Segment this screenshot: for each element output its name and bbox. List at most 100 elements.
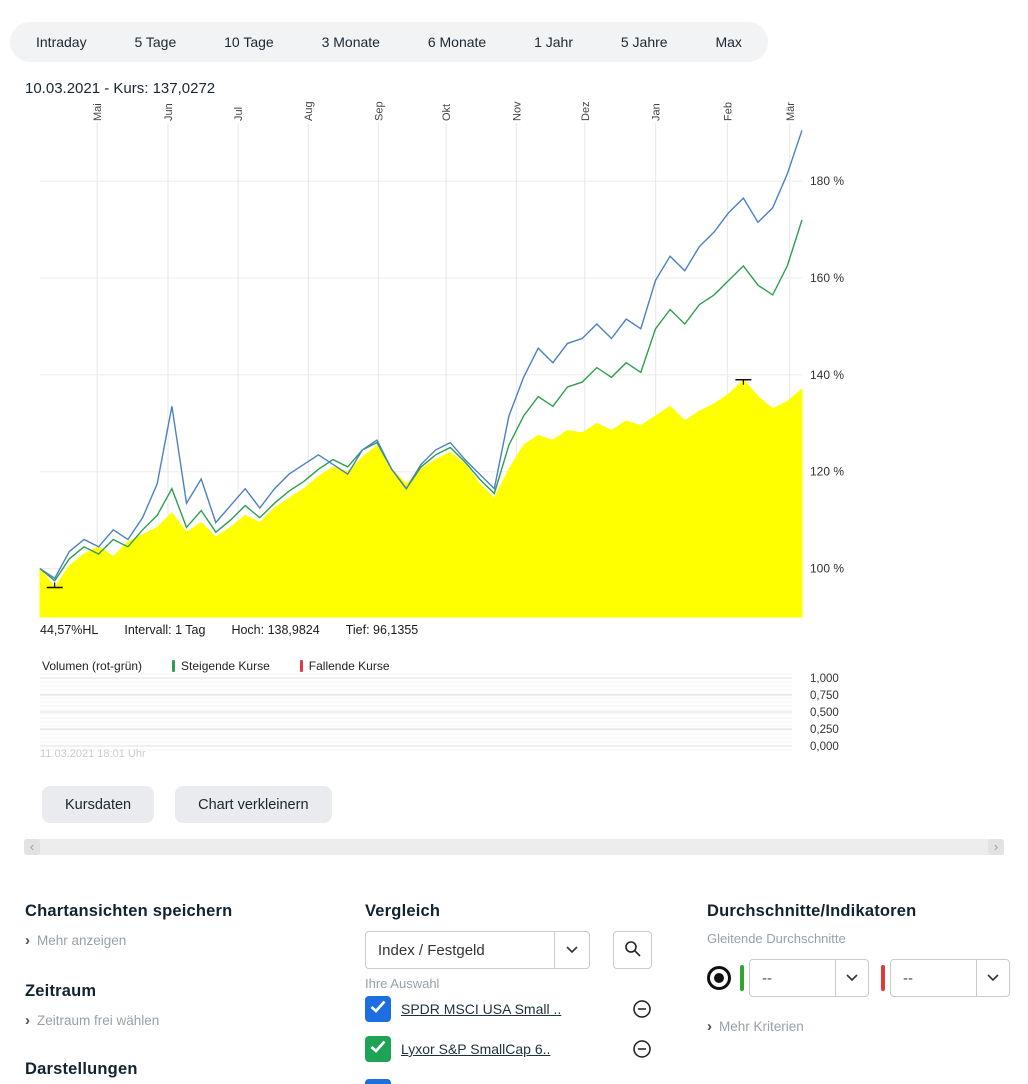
tab-3-monate[interactable]: 3 Monate	[321, 34, 380, 50]
lyxor-link[interactable]: Lyxor S&P SmallCap 6..	[401, 1041, 551, 1057]
high-label: Hoch: 138,9824	[231, 623, 320, 637]
radio-dot	[714, 973, 724, 983]
volume-axis-label: 0,500	[810, 707, 839, 719]
volume-axis-label: 0,750	[810, 690, 839, 702]
volume-axis-label: 1,000	[810, 673, 839, 685]
date-and-price-readout: 10.03.2021 - Kurs: 137,0272	[25, 80, 216, 97]
ma2-color-bar	[881, 965, 885, 991]
minus-circle-icon	[632, 1000, 652, 1022]
x-axis-month-label: Mär	[785, 102, 797, 121]
search-icon	[624, 940, 641, 960]
scroll-left-icon[interactable]: ‹	[24, 839, 40, 855]
x-axis-month-label: Okt	[441, 104, 453, 121]
ihre-auswahl-label: Ihre Auswahl	[365, 976, 440, 991]
minus-circle-icon	[632, 1040, 652, 1062]
tab-1-jahr[interactable]: 1 Jahr	[534, 34, 573, 50]
moving-average-controls: -- --	[707, 959, 1017, 997]
falling-label: Fallende Kurse	[308, 659, 390, 673]
tab-intraday[interactable]: Intraday	[36, 34, 87, 50]
series-line-spdr	[39, 130, 803, 580]
volume-legend: Volumen (rot-grün) Steigende Kurse Falle…	[42, 659, 390, 673]
rising-color-swatch	[172, 660, 176, 672]
series-line-lyxor	[39, 219, 803, 582]
indikatoren-column: Durchschnitte/Indikatoren Gleitende Durc…	[707, 890, 1017, 1034]
mehr-kriterien-link[interactable]: › Mehr Kriterien	[707, 1019, 804, 1034]
check-icon	[370, 1000, 386, 1018]
scroll-right-icon[interactable]: ›	[988, 839, 1004, 855]
vergleich-title: Vergleich	[365, 902, 441, 920]
series-area-base	[39, 379, 803, 618]
remove-lyxor-button[interactable]	[632, 1039, 652, 1059]
spdr-checkbox[interactable]	[365, 996, 391, 1022]
period-tabbar: Intraday 5 Tage 10 Tage 3 Monate 6 Monat…	[10, 22, 768, 62]
rising-label: Steigende Kurse	[181, 659, 270, 673]
chevron-down-icon	[835, 960, 868, 996]
x-axis-month-label: Feb	[722, 102, 734, 121]
x-axis-month-label: Sep	[373, 101, 385, 121]
ma2-dropdown[interactable]: --	[890, 959, 1010, 997]
comparison-row: SPDR MSCI USA Small ..	[365, 996, 652, 1022]
mehr-kriterien-label: Mehr Kriterien	[719, 1019, 804, 1034]
zeitraum-frei-waehlen-link[interactable]: › Zeitraum frei wählen	[25, 1013, 159, 1028]
ma1-dropdown[interactable]: --	[749, 959, 869, 997]
x-axis-month-label: Dez	[580, 101, 592, 121]
x-axis-month-label: Aug	[303, 101, 315, 121]
y-axis-label: 100 %	[810, 562, 844, 576]
tab-6-monate[interactable]: 6 Monate	[427, 34, 487, 50]
chart-stats-row: 44,57%HL Intervall: 1 Tag Hoch: 138,9824…	[40, 623, 418, 637]
y-axis-label: 180 %	[810, 174, 844, 188]
ma1-value: --	[762, 969, 772, 987]
horizontal-scrollbar[interactable]: ‹ ›	[24, 839, 1004, 855]
indikatoren-title: Durchschnitte/Indikatoren	[707, 902, 917, 920]
vergleich-column: Vergleich Index / Festgeld Ihre Auswahl	[365, 890, 652, 1084]
x-axis-month-label: Mai	[92, 103, 104, 121]
y-axis-label: 120 %	[810, 465, 844, 479]
tab-max[interactable]: Max	[715, 34, 742, 50]
comparison-search-button[interactable]	[613, 931, 652, 969]
chevron-right-icon: ›	[25, 1012, 30, 1029]
x-axis-month-label: Jun	[163, 103, 175, 121]
check-icon	[370, 1040, 386, 1058]
comparison-row-partial	[365, 1079, 652, 1084]
tab-5-jahre[interactable]: 5 Jahre	[620, 34, 668, 50]
tab-5-tage[interactable]: 5 Tage	[134, 34, 177, 50]
comparison-select-value: Index / Festgeld	[378, 941, 485, 959]
chevron-right-icon: ›	[707, 1018, 712, 1035]
remove-spdr-button[interactable]	[632, 999, 652, 1019]
interval-label: Intervall: 1 Tag	[124, 623, 206, 637]
x-axis-month-label: Jan	[651, 103, 663, 121]
partial-checkbox[interactable]	[365, 1079, 391, 1084]
mehr-anzeigen-link[interactable]: › Mehr anzeigen	[25, 933, 126, 948]
ma-toggle[interactable]	[707, 966, 731, 990]
chevron-down-icon	[976, 960, 1009, 996]
ma2-value: --	[903, 969, 913, 987]
left-settings-column: Chartansichten speichern › Mehr anzeigen…	[25, 890, 325, 1079]
kursdaten-button[interactable]: Kursdaten	[42, 786, 155, 823]
comparison-select[interactable]: Index / Festgeld	[365, 931, 590, 969]
ma1-color-bar	[740, 965, 744, 991]
comparison-row: Lyxor S&P SmallCap 6..	[365, 1036, 652, 1062]
mehr-anzeigen-label: Mehr anzeigen	[37, 933, 127, 948]
falling-color-swatch	[299, 660, 303, 672]
price-chart[interactable]: 100 % 120 % 140 % 160 % 180 % Mai Jun Jul Aug Sep…	[0, 95, 1028, 760]
hl-percent: 44,57%HL	[40, 623, 99, 637]
x-axis-month-label: Nov	[511, 101, 523, 121]
y-axis-label: 140 %	[810, 368, 844, 382]
tab-10-tage[interactable]: 10 Tage	[224, 34, 274, 50]
chart-action-buttons: Kursdaten Chart verkleinern	[42, 786, 332, 823]
legend-rising: Steigende Kurse	[172, 659, 270, 673]
x-axis-month-label: Jul	[233, 107, 245, 121]
lyxor-checkbox[interactable]	[365, 1036, 391, 1062]
y-axis-label: 160 %	[810, 271, 844, 285]
low-label: Tief: 96,1355	[345, 623, 419, 637]
volume-axis-label: 0,250	[810, 724, 839, 736]
gleitende-durchschnitte-label: Gleitende Durchschnitte	[707, 931, 846, 946]
chart-verkleinern-button[interactable]: Chart verkleinern	[175, 786, 332, 823]
comparison-select-row: Index / Festgeld	[365, 931, 652, 969]
chevron-down-icon	[554, 932, 589, 968]
spdr-link[interactable]: SPDR MSCI USA Small ..	[401, 1001, 562, 1017]
chart-timestamp: 11.03.2021 18:01 Uhr	[40, 748, 146, 760]
chartansichten-title: Chartansichten speichern	[25, 902, 233, 920]
volume-axis-label: 0,000	[810, 741, 839, 753]
